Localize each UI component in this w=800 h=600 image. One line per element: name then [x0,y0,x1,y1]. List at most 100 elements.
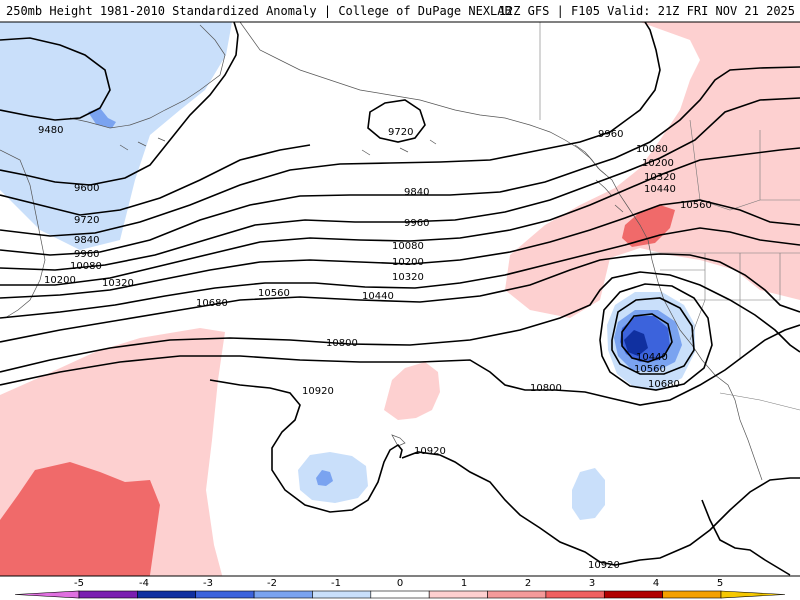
label-9960-east: 9960 [598,129,623,140]
label-10200-center: 10200 [392,257,424,268]
contour-9840 [0,21,661,237]
label-10800-west: 10800 [326,338,358,349]
label-10200-east: 10200 [642,158,674,169]
pos-anomaly-core-pacnw [622,205,675,247]
neg-anomaly-region-central [298,452,368,503]
contour-9960 [0,66,800,256]
pos-anomaly-region-pacnw [505,22,800,318]
label-9840-west: 9840 [74,235,99,246]
canada-provinces [689,119,800,211]
colorbar-tick: 5 [717,578,723,589]
colorbar-segment [428,590,488,599]
label-9600: 9600 [74,183,99,194]
colorbar-arrow-high [720,590,786,599]
label-10320-east: 10320 [644,172,676,183]
label-9720-west: 9720 [74,215,99,226]
label-10440-east: 10440 [644,184,676,195]
label-10320-west: 10320 [102,278,134,289]
contour-10560 [0,253,800,343]
border-us-mexico [719,392,800,411]
contour-10920-east-south [701,499,791,576]
coastline-kamchatka [0,149,46,319]
colorbar-tick: -4 [139,578,149,589]
contour-9480 [0,37,111,121]
contour-10920-east [401,451,800,566]
pos-anomaly-core-southwest [0,462,160,600]
label-10440-center: 10440 [362,291,394,302]
label-10560-low: 10560 [634,364,666,375]
colorbar-tick: -2 [267,578,277,589]
header-background [0,0,800,22]
colorbar-segment [312,590,372,599]
contour-10800 [0,324,800,406]
state-borders [660,253,781,360]
colorbar-tick: 0 [397,578,403,589]
contour-labels: 9480 9600 9720 9720 9840 9840 9960 9960 … [38,125,712,571]
neg-anomaly-region-aleutian [0,22,232,250]
colorbar-tick: 1 [461,578,467,589]
label-9960-center: 9960 [404,218,429,229]
colorbar-segment [195,590,255,599]
pos-anomaly-region-hawaii [384,362,440,420]
neg-anomaly-core-california [624,330,648,356]
colorbar-tick: 2 [525,578,531,589]
colorbar-segment [662,590,722,599]
contour-10440 [0,227,800,319]
colorbar-segments [14,590,786,599]
contour-10440-low [621,313,673,363]
label-9720-east: 9720 [388,127,413,138]
colorbar-segment [253,590,313,599]
coastline-bering-islands [119,137,437,156]
label-10320-center: 10320 [392,272,424,283]
neg-anomaly-region-southeast [572,468,605,520]
colorbar: -5 -4 -3 -2 -1 0 1 2 3 4 5 [0,575,800,600]
label-10560-center: 10560 [258,288,290,299]
colorbar-segment [137,590,197,599]
contour-9720-east [367,99,426,143]
colorbar-segment [487,590,547,599]
contour-9720-west [0,144,311,216]
neg-anomaly-core-central [316,470,333,486]
geography [0,21,800,481]
label-10680-west: 10680 [196,298,228,309]
colorbar-tick: -5 [74,578,84,589]
label-10440-low: 10440 [636,352,668,363]
label-10080-center: 10080 [392,241,424,252]
label-10200-west: 10200 [44,275,76,286]
colorbar-segment [603,590,663,599]
label-10680-low: 10680 [648,379,680,390]
label-10080-west: 10080 [70,261,102,272]
label-9480: 9480 [38,125,63,136]
label-10920-south: 10920 [588,560,620,571]
header-left-title: 250mb Height 1981-2010 Standardized Anom… [6,4,512,18]
contour-10680 [0,271,800,373]
header: 250mb Height 1981-2010 Standardized Anom… [0,0,800,23]
colorbar-tick: -1 [331,578,341,589]
colorbar-tick-labels: -5 -4 -3 -2 -1 0 1 2 3 4 5 [74,578,723,589]
height-contours [0,21,800,576]
label-10560-east: 10560 [680,200,712,211]
contour-9600 [0,21,239,186]
contour-10080 [0,97,800,271]
colorbar-segment [370,590,430,599]
contour-10560-low [611,297,695,375]
neg-anomaly-core-aleutian [88,108,116,128]
label-10080-east: 10080 [636,144,668,155]
header-right-title: 12Z GFS | F105 Valid: 21Z FRI NOV 21 202… [499,4,795,18]
colorbar-tick: 3 [589,578,595,589]
contour-10680-low [599,283,713,391]
anomaly-shading [0,22,800,600]
contour-10320 [0,199,800,299]
colorbar-segment [78,590,138,599]
coastline-alaska [69,21,649,241]
coastline-west-us [647,239,763,481]
colorbar-tick: -3 [203,578,213,589]
contour-10200 [0,147,800,286]
colorbar-tick: 4 [653,578,659,589]
contour-10920-west [209,379,403,513]
coastline-bc-islands [574,144,624,213]
label-10920-center: 10920 [414,446,446,457]
label-10920-west: 10920 [302,386,334,397]
label-9960-west: 9960 [74,249,99,260]
